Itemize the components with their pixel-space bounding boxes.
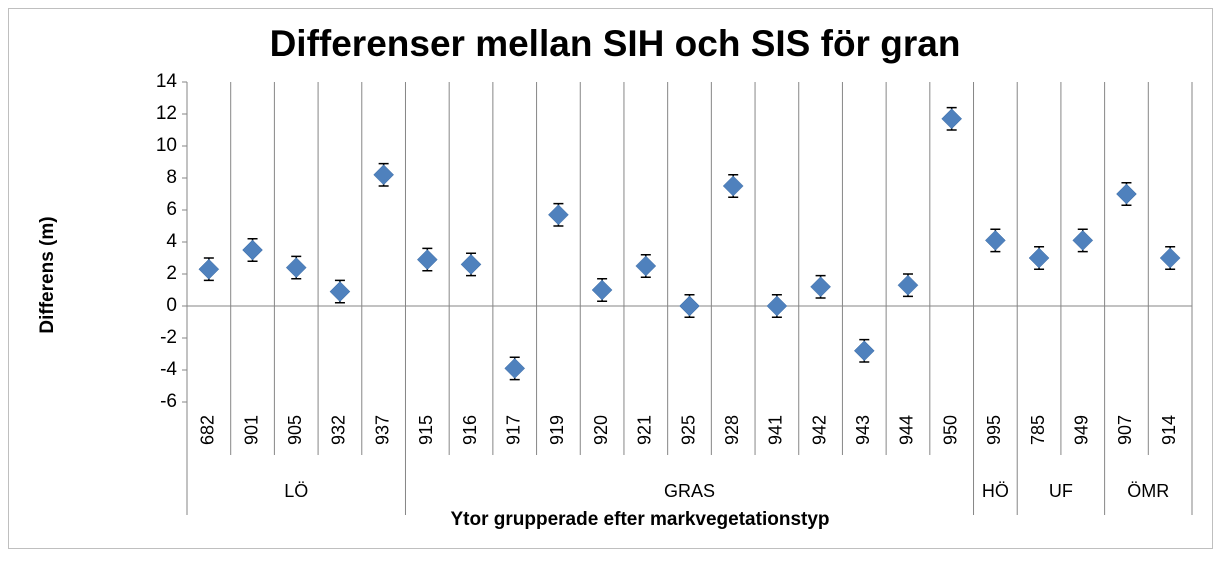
data-point xyxy=(1116,183,1137,205)
data-point xyxy=(679,295,700,317)
x-tick-label: 682 xyxy=(198,415,218,445)
data-point xyxy=(329,281,351,302)
x-tick-label: 921 xyxy=(635,415,655,445)
x-tick-label: 914 xyxy=(1159,415,1179,445)
data-point xyxy=(810,276,831,298)
y-tick-label: -2 xyxy=(160,327,177,348)
data-point xyxy=(504,358,526,379)
data-point xyxy=(591,279,613,301)
x-tick-label: 907 xyxy=(1115,415,1135,445)
group-label: LÖ xyxy=(284,481,308,501)
x-tick-label: 949 xyxy=(1072,415,1092,445)
x-axis-title: Ytor grupperade efter markvegetationstyp xyxy=(450,509,829,530)
group-label: GRAS xyxy=(664,481,715,501)
chart-title: Differenser mellan SIH och SIS för gran xyxy=(270,23,961,64)
y-tick-label: 10 xyxy=(156,135,177,156)
y-tick-label: 0 xyxy=(166,295,177,316)
x-tick-label: 901 xyxy=(241,415,261,445)
x-tick-label: 905 xyxy=(285,415,305,445)
chart-frame xyxy=(8,8,1213,549)
x-tick-label: 950 xyxy=(940,415,960,445)
data-point xyxy=(635,255,657,277)
data-point xyxy=(1159,247,1181,269)
y-tick-label: 4 xyxy=(166,231,177,252)
x-tick-label: 917 xyxy=(503,415,523,445)
y-tick-label: -4 xyxy=(160,359,177,380)
x-tick-label: 932 xyxy=(329,415,349,445)
data-point xyxy=(198,258,220,280)
data-point xyxy=(941,108,963,130)
data-point xyxy=(722,175,744,197)
data-point xyxy=(548,204,569,226)
data-point xyxy=(1028,247,1050,269)
x-tick-label: 920 xyxy=(591,415,611,445)
y-tick-label: 12 xyxy=(156,103,177,124)
x-tick-label: 937 xyxy=(372,415,392,445)
x-tick-label: 943 xyxy=(853,415,873,445)
data-point xyxy=(460,254,482,275)
data-point xyxy=(1072,230,1094,251)
x-tick-label: 785 xyxy=(1028,415,1048,445)
x-tick-label: 928 xyxy=(722,415,742,445)
data-point xyxy=(416,249,438,270)
data-point xyxy=(373,164,394,186)
y-tick-label: 6 xyxy=(166,199,177,220)
x-tick-label: 915 xyxy=(416,415,436,445)
x-tick-label: 944 xyxy=(897,415,917,445)
data-point xyxy=(766,295,788,317)
data-point xyxy=(285,257,307,278)
x-tick-label: 941 xyxy=(766,415,786,445)
y-axis-title: Differens (m) xyxy=(37,216,58,333)
y-tick-label: 2 xyxy=(166,263,177,284)
x-tick-label: 942 xyxy=(809,415,829,445)
data-point xyxy=(985,230,1006,251)
x-tick-label: 995 xyxy=(984,415,1004,445)
data-point xyxy=(242,239,263,261)
y-tick-label: 14 xyxy=(156,71,178,92)
x-tick-label: 916 xyxy=(460,415,480,445)
group-label: ÖMR xyxy=(1127,481,1169,501)
y-tick-label: 8 xyxy=(166,167,177,188)
data-point xyxy=(853,340,875,362)
data-point xyxy=(897,274,919,296)
y-tick-label: -6 xyxy=(160,391,177,412)
x-tick-label: 919 xyxy=(547,415,567,445)
group-label: HÖ xyxy=(982,481,1009,501)
group-label: UF xyxy=(1049,481,1073,501)
x-tick-label: 925 xyxy=(678,415,698,445)
